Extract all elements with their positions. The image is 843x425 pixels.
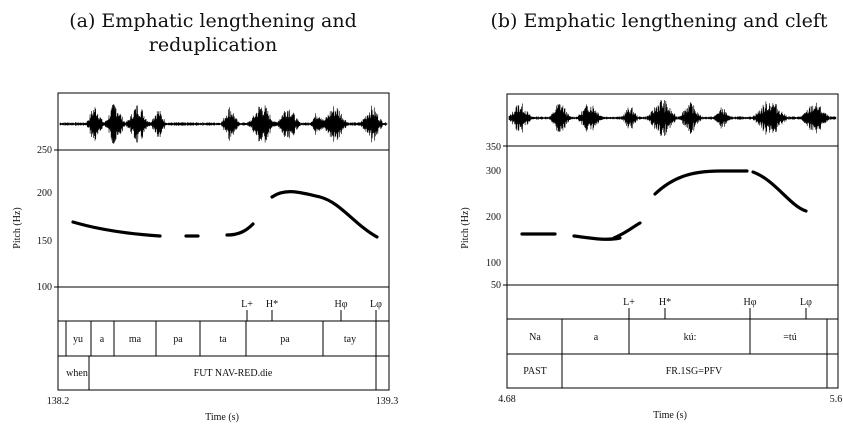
panel-a-pitch-track: 250 200 150 100 Pitch (Hz): [12, 145, 390, 293]
panel-a-syllable-tier: yu a ma pa ta pa tay: [57, 320, 390, 357]
panel-a-x-axis-label: Time (s): [205, 412, 239, 423]
panel-a: (a) Emphatic lengthening and reduplicati…: [12, 10, 398, 423]
panel-a-ytick-250: 250: [37, 145, 52, 156]
panel-a-time-start: 138.2: [47, 396, 70, 407]
panel-a-time-end: 139.3: [376, 396, 399, 407]
panel-a-syllable-yu: yu: [73, 334, 83, 345]
panel-a-pitch-segment-4: [270, 190, 379, 239]
panel-a-gloss-fut: FUT NAV-RED.die: [194, 368, 273, 379]
panel-b-tone-tier: L+ H* Hφ Lφ: [506, 284, 839, 320]
panel-a-gloss-when: when: [66, 368, 88, 379]
panel-b-tone-frame: [506, 284, 839, 320]
panel-a-syllable-tay: tay: [344, 334, 356, 345]
panel-b-title: (b) Emphatic lengthening and cleft: [490, 10, 827, 32]
panel-b-syllable-tu: =tú: [783, 332, 796, 343]
panel-a-y-axis-label: Pitch (Hz): [12, 207, 23, 248]
panel-b-time-start: 4.68: [498, 394, 516, 405]
panel-b-syllable-na: Na: [529, 332, 541, 343]
panel-b-tone-l-phi: Lφ: [800, 297, 812, 308]
panel-a-title-line1: (a) Emphatic lengthening and: [69, 10, 357, 32]
panel-b: (b) Emphatic lengthening and cleft 350 3…: [460, 10, 842, 421]
panel-b-gloss-tier: PAST FR.1SG=PFV: [506, 353, 839, 389]
panel-a-ytick-150: 150: [37, 236, 52, 247]
panel-a-pitch-segment-1: [71, 220, 162, 238]
panel-b-ytick-50: 50: [491, 280, 501, 291]
panel-a-tone-l-plus: L+: [241, 299, 253, 310]
panel-a-tone-h-star: H*: [266, 299, 278, 310]
panel-a-syllable-ma: ma: [129, 334, 142, 345]
panel-a-waveform-signal: [59, 104, 388, 144]
panel-a-syllable-a: a: [100, 334, 105, 345]
panel-b-gloss-frame: [506, 353, 839, 389]
panel-a-tone-h-phi: Hφ: [335, 299, 348, 310]
panel-b-pitch-segment-4: [653, 169, 749, 196]
panel-a-ytick-100: 100: [37, 282, 52, 293]
panel-a-waveform: [57, 92, 390, 151]
panel-a-syllable-ta: ta: [219, 334, 227, 345]
panel-b-x-axis-label: Time (s): [653, 410, 687, 421]
panel-a-gloss-tier: when FUT NAV-RED.die: [57, 355, 390, 391]
panel-b-pitch-segment-5: [751, 170, 808, 213]
panel-b-y-axis-label: Pitch (Hz): [460, 207, 471, 248]
panel-a-syllable-pa-2: pa: [280, 334, 290, 345]
panel-a-ytick-200: 200: [37, 188, 52, 199]
panel-a-tone-l-phi: Lφ: [370, 299, 382, 310]
panel-b-syllable-a: a: [594, 332, 599, 343]
panel-b-ytick-100: 100: [486, 258, 501, 269]
panel-b-tone-h-star: H*: [659, 297, 671, 308]
panel-b-pitch-frame: [506, 145, 839, 286]
panel-a-tone-tier: L+ H* Hφ Lφ: [57, 286, 390, 322]
panel-a-pitch-segment-3: [225, 222, 255, 237]
panel-a-syllable-pa-1: pa: [173, 334, 183, 345]
panel-a-pitch-frame: [57, 149, 390, 288]
panel-a-gloss-frame: [57, 355, 390, 391]
panel-b-syllable-tier: Na a kú: =tú: [506, 318, 839, 355]
panel-b-pitch-segment-3: [612, 221, 642, 240]
panel-b-ytick-350: 350: [486, 142, 501, 153]
panel-b-gloss-fr: FR.1SG=PFV: [666, 366, 723, 377]
panel-b-tone-l-plus: L+: [623, 297, 635, 308]
panel-b-gloss-past: PAST: [523, 366, 547, 377]
panel-b-waveform: [506, 93, 839, 147]
panel-b-waveform-signal: [508, 99, 837, 137]
panel-b-ytick-300: 300: [486, 166, 501, 177]
panel-b-pitch-track: 350 300 200 100 50 Pitch (Hz): [460, 142, 839, 291]
panel-b-time-end: 5.6: [830, 394, 843, 405]
panel-a-title-line2: reduplication: [149, 34, 277, 56]
panel-b-ytick-200: 200: [486, 212, 501, 223]
panel-b-tone-h-phi: Hφ: [744, 297, 757, 308]
panel-b-syllable-ku: kú:: [684, 332, 697, 343]
